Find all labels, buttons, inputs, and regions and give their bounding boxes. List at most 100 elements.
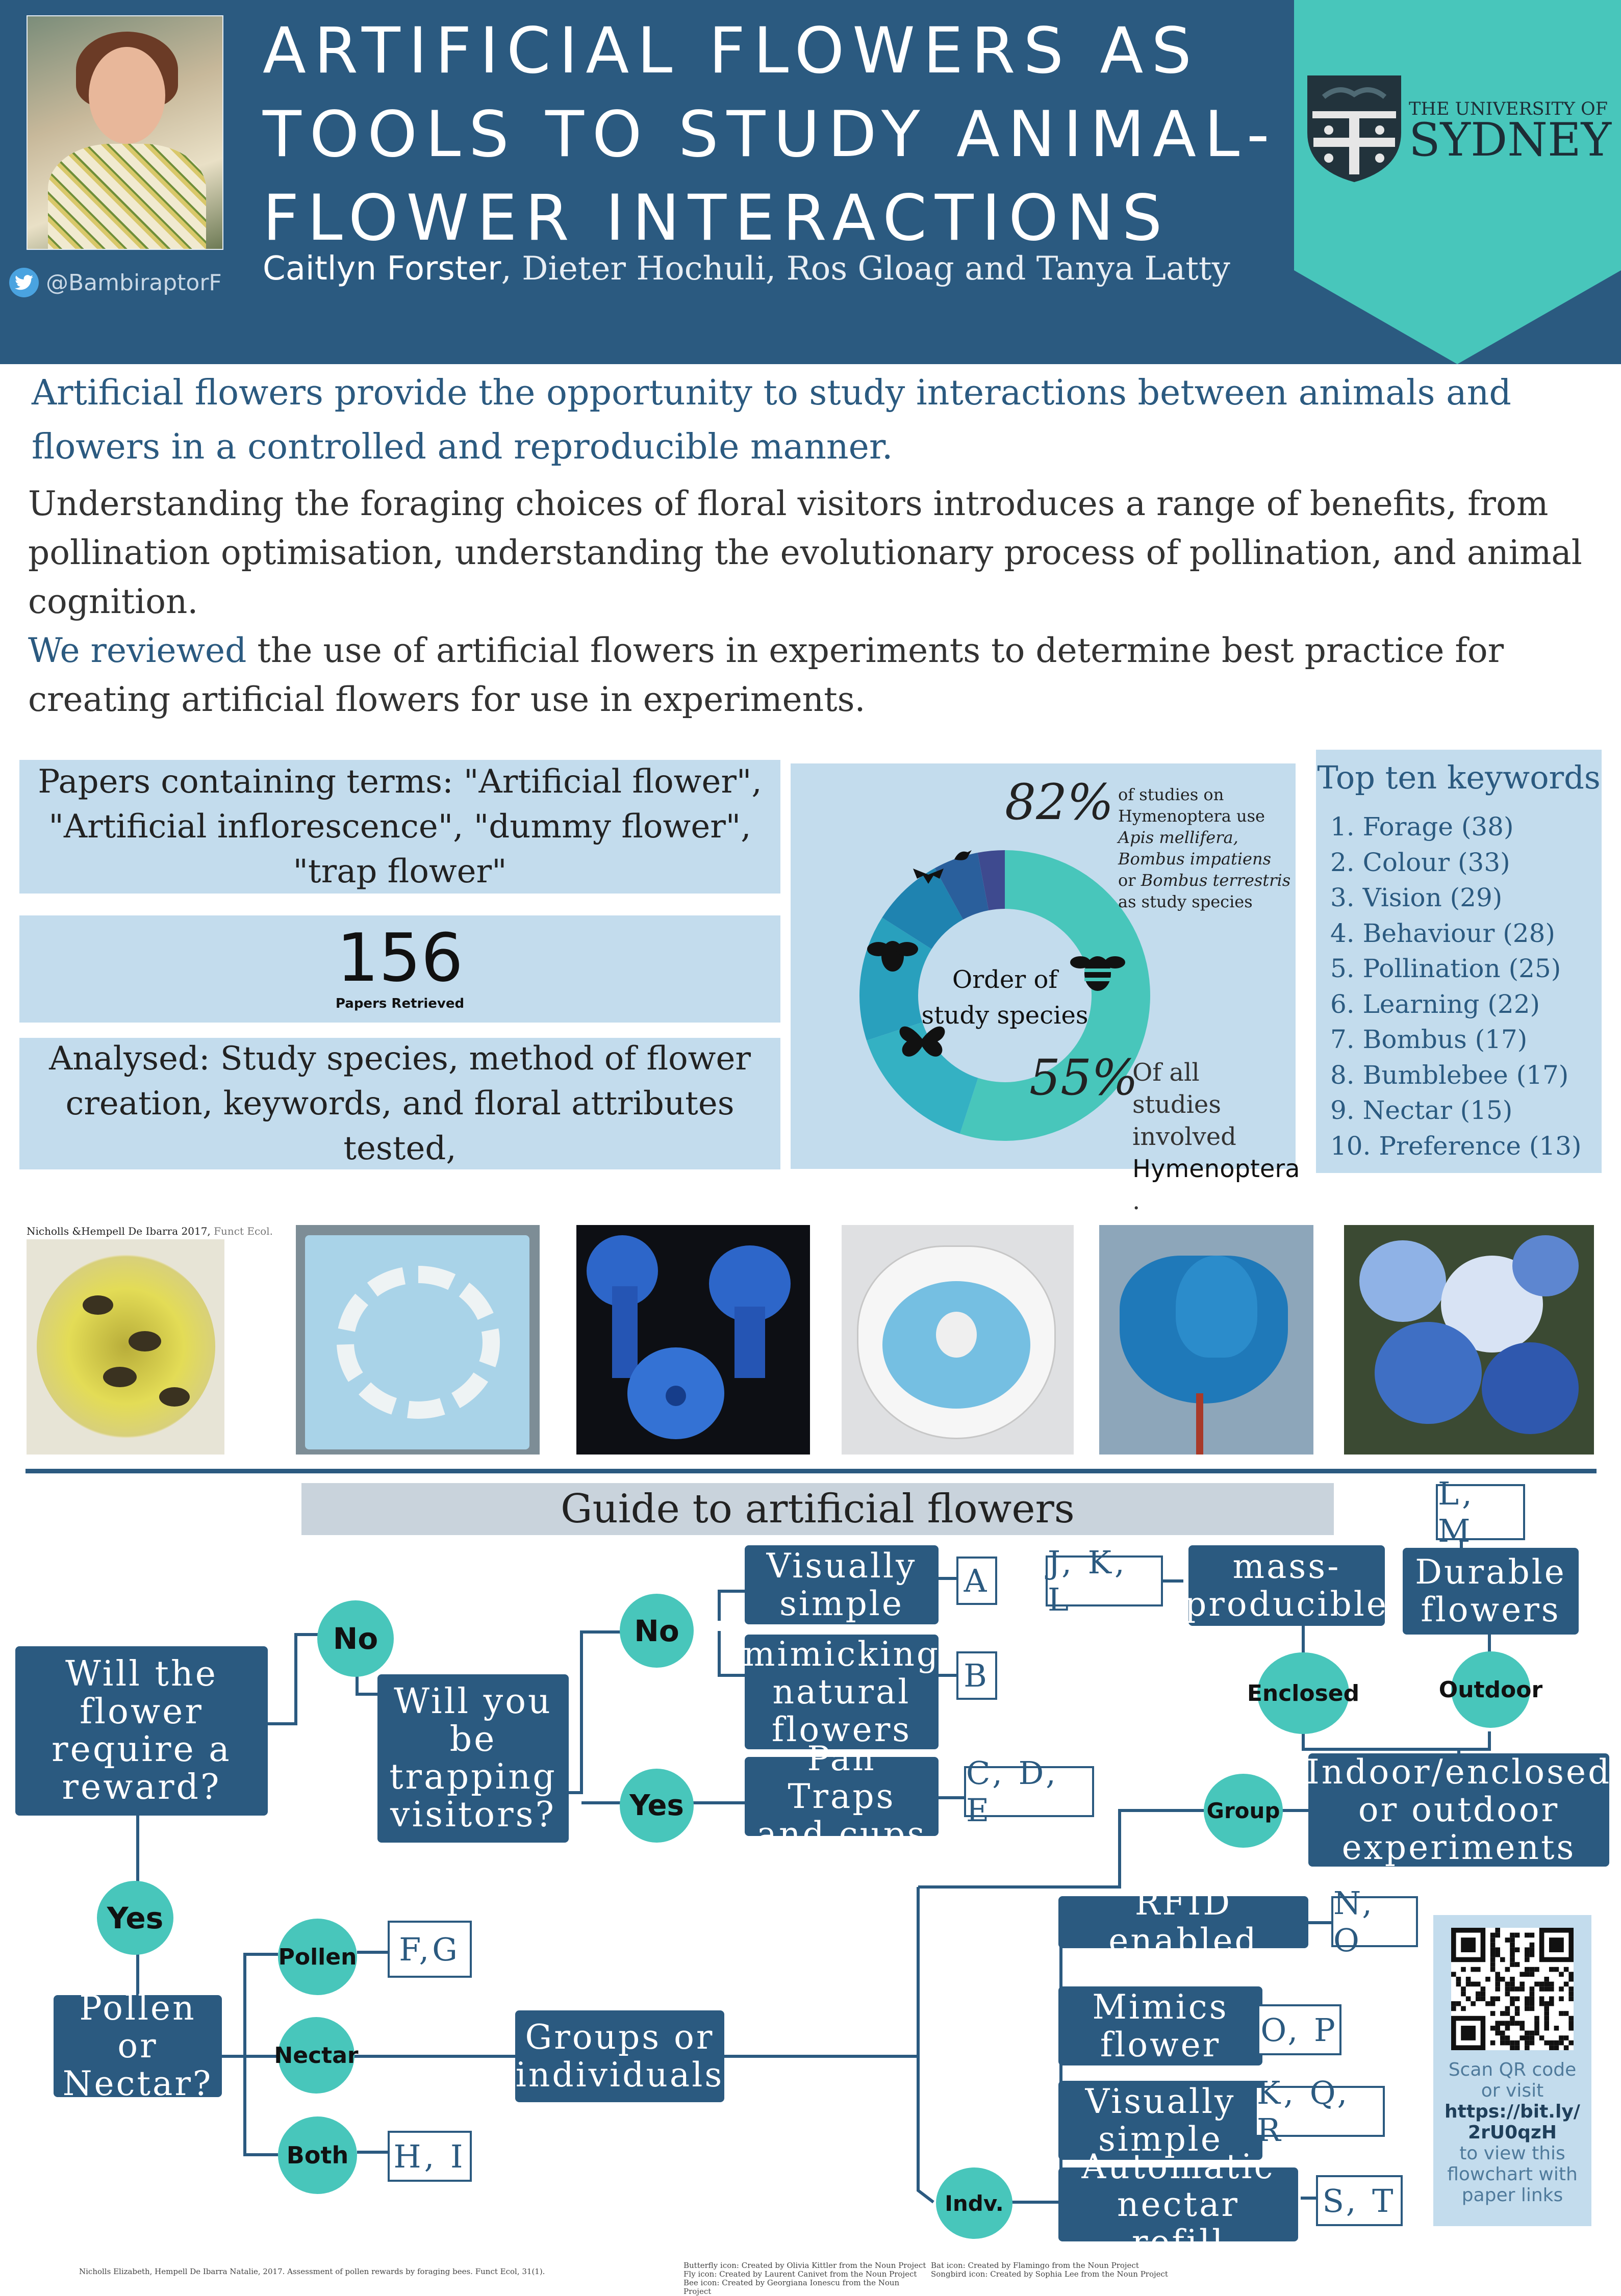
reward-yes-circle[interactable]: Yes — [97, 1881, 173, 1955]
pollen-or-nectar-box[interactable]: Pollen or Nectar? — [54, 1989, 222, 2103]
ref-label-st[interactable]: S, T — [1316, 2175, 1403, 2226]
ref-label-cde[interactable]: C, D, E — [964, 1754, 1094, 1829]
qr-link[interactable]: https://bit.ly/2rU0qzH — [1445, 2101, 1580, 2143]
ref-label-kqr[interactable]: K, Q, R — [1255, 2074, 1385, 2149]
analysed-box: Analysed: Study species, method of flowe… — [19, 1038, 780, 1169]
intro-body: Understanding the foraging choices of fl… — [28, 479, 1599, 724]
donut-slice-4 — [934, 853, 989, 920]
ref-label-b[interactable]: B — [956, 1651, 997, 1700]
pan-traps-box[interactable]: Pan Traps and cups — [745, 1740, 939, 1853]
donut-slice-5 — [977, 850, 1005, 911]
photo-foam-flower — [1099, 1225, 1313, 1455]
group-circle[interactable]: Group — [1204, 1774, 1283, 1848]
butterfly-icon — [899, 1026, 945, 1057]
ref-label-hi[interactable]: H, I — [388, 2131, 472, 2182]
photo-caption: Nicholls &Hempell De Ibarra 2017, Funct … — [27, 1225, 273, 1237]
footer-reference: Nicholls Elizabeth, Hempell De Ibarra Na… — [79, 2267, 545, 2276]
keyword-item: 3. Vision (29) — [1330, 883, 1503, 912]
keyword-item: 5. Pollination (25) — [1330, 954, 1561, 983]
nectar-circle[interactable]: Nectar — [274, 2017, 359, 2094]
poster-header: @BambiraptorF ARTIFICIAL FLOWERS AS TOOL… — [0, 0, 1621, 364]
footer-credits-left: Butterfly icon: Created by Olivia Kittle… — [683, 2261, 926, 2296]
pollen-circle[interactable]: Pollen — [278, 1919, 357, 1995]
donut-center-label: Order of study species — [922, 965, 1088, 1030]
both-circle[interactable]: Both — [278, 2116, 357, 2194]
mass-producible-box[interactable]: mass-producible — [1185, 1545, 1386, 1626]
author-list: Caitlyn Forster, Dieter Hochuli, Ros Glo… — [263, 250, 1230, 288]
individual-circle[interactable]: Indv. — [936, 2167, 1012, 2239]
keywords-list: 1. Forage (38) 2. Colour (33) 3. Vision … — [1330, 809, 1602, 1164]
search-terms-box: Papers containing terms: "Artificial flo… — [19, 760, 780, 894]
footer-credits-right: Bat icon: Created by Flamingo from the N… — [931, 2261, 1168, 2279]
reward-question-box[interactable]: Will the flower require a reward? — [15, 1646, 268, 1816]
keyword-item: 10. Preference (13) — [1330, 1131, 1582, 1161]
papers-count-box: 156 Papers Retrieved — [19, 915, 780, 1023]
intro-paragraph-2: We reviewed the use of artificial flower… — [28, 631, 1504, 719]
twitter-icon — [9, 268, 39, 297]
title-line-1: ARTIFICIAL FLOWERS AS — [263, 14, 1200, 88]
qr-code[interactable] — [1451, 1928, 1574, 2050]
trapping-question-box[interactable]: Will you be trapping visitors? — [377, 1674, 569, 1843]
photo-bee-cup — [27, 1239, 224, 1455]
keyword-item: 7. Bombus (17) — [1330, 1025, 1528, 1054]
keyword-item: 4. Behaviour (28) — [1330, 918, 1555, 948]
reward-no-circle[interactable]: No — [317, 1600, 394, 1677]
qr-description: to view this flowchart with paper links — [1447, 2143, 1578, 2206]
photo-blue-plate — [296, 1225, 540, 1455]
stat-82-value: 82% — [1005, 774, 1114, 831]
university-name-line2: SYDNEY — [1409, 113, 1612, 167]
ref-label-a[interactable]: A — [956, 1557, 997, 1605]
keyword-item: 1. Forage (38) — [1330, 812, 1514, 841]
mimicking-natural-box[interactable]: mimicking natural flowers — [743, 1634, 941, 1749]
trapping-yes-circle[interactable]: Yes — [620, 1769, 694, 1843]
keywords-panel: Top ten keywords 1. Forage (38) 2. Colou… — [1316, 750, 1602, 1173]
photo-blue-bouquet — [1344, 1225, 1594, 1455]
donut-slice-3 — [882, 868, 964, 949]
title-line-3: FLOWER INTERACTIONS — [263, 182, 1171, 255]
ref-label-fg[interactable]: F,G — [388, 1921, 472, 1978]
title-line-2: TOOLS TO STUDY ANIMAL- — [263, 98, 1278, 171]
twitter-handle[interactable]: @BambiraptorF — [9, 268, 222, 297]
university-banner: THE UNIVERSITY OF SYDNEY — [1294, 0, 1621, 364]
bat-icon — [913, 869, 944, 884]
ref-label-op[interactable]: O, P — [1257, 2004, 1341, 2055]
ref-label-no[interactable]: N, O — [1331, 1884, 1418, 1959]
stat-82-text: of studies on Hymenoptera use Apis melli… — [1118, 785, 1291, 911]
intro-paragraph-1: Understanding the foraging choices of fl… — [28, 484, 1582, 621]
keyword-item: 9. Nectar (15) — [1330, 1095, 1513, 1125]
mimics-flower-box[interactable]: Mimics flower — [1058, 1986, 1262, 2065]
poster-title: ARTIFICIAL FLOWERS AS TOOLS TO STUDY ANI… — [263, 9, 1293, 260]
outdoor-circle[interactable]: Outdoor — [1439, 1651, 1542, 1728]
study-species-panel: Order of study species 82% of studies on … — [791, 763, 1300, 1215]
papers-count: 156 — [336, 919, 464, 997]
keywords-title: Top ten keywords — [1317, 759, 1601, 796]
automatic-refill-box[interactable]: Automatic nectar refill — [1058, 2148, 1298, 2261]
visually-simple-box[interactable]: Visually simple — [745, 1545, 939, 1624]
photo-paper-flower — [842, 1225, 1074, 1455]
stat-55-emphasis: Hymenoptera — [1132, 1155, 1300, 1183]
study-species-donut: Order of study species — [859, 850, 1150, 1141]
rfid-enabled-box[interactable]: RFID enabled — [1058, 1884, 1308, 1960]
indoor-outdoor-box[interactable]: Indoor/enclosed or outdoor experiments — [1306, 1752, 1612, 1867]
donut-slice-0 — [959, 850, 1150, 1141]
author-photo — [27, 15, 223, 250]
trapping-no-circle[interactable]: No — [620, 1594, 694, 1668]
university-name-line1: THE UNIVERSITY OF — [1409, 99, 1608, 119]
donut-slice-1 — [866, 1022, 978, 1134]
guide-title: Guide to artificial flowers — [301, 1483, 1334, 1535]
section-divider — [26, 1469, 1597, 1473]
enclosed-circle[interactable]: Enclosed — [1247, 1652, 1359, 1734]
other-authors: , Dieter Hochuli, Ros Gloag and Tanya La… — [501, 250, 1230, 288]
visually-simple-indv-box[interactable]: Visually simple — [1058, 2081, 1262, 2160]
keyword-item: 6. Learning (22) — [1330, 989, 1540, 1019]
stat-55-text: Of all studies involved Hymenoptera. — [1132, 1058, 1300, 1215]
groups-or-individuals-box[interactable]: Groups or individuals — [515, 2010, 724, 2102]
fly-icon — [867, 941, 918, 972]
review-highlight: We reviewed — [28, 631, 247, 670]
ref-label-lm[interactable]: L, M — [1436, 1475, 1525, 1549]
durable-flowers-box[interactable]: Durable flowers — [1403, 1548, 1579, 1635]
stat-55-value: 55% — [1029, 1049, 1138, 1106]
qr-panel: Scan QR code or visit https://bit.ly/2rU… — [1433, 1915, 1591, 2226]
keyword-item: 8. Bumblebee (17) — [1330, 1060, 1569, 1090]
ref-label-jkl[interactable]: J, K, L — [1046, 1544, 1163, 1618]
